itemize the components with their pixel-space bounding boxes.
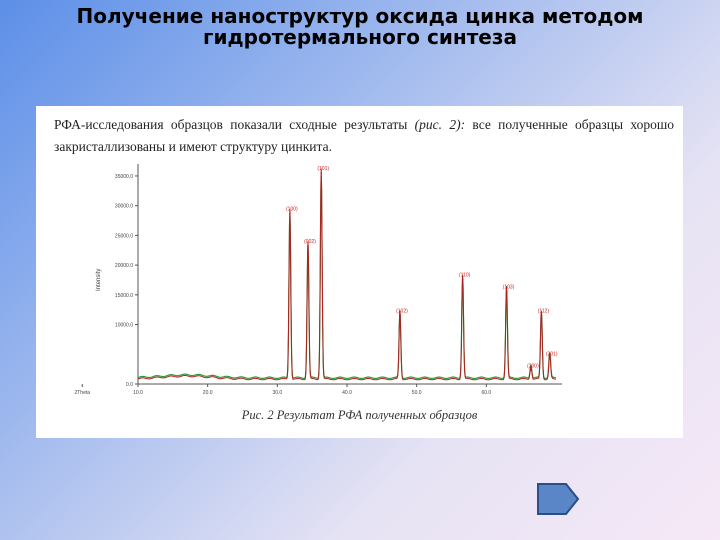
x-tick-label: 2Theta <box>74 390 90 396</box>
peak-point <box>461 278 464 281</box>
arrow-right-icon[interactable] <box>537 483 580 515</box>
peak-point <box>399 314 401 317</box>
peak-point <box>530 369 532 372</box>
slide-title: Получение наноструктур оксида цинка мето… <box>0 6 720 48</box>
peak-label: (100) <box>286 206 298 212</box>
x-tick-label: 40.0 <box>342 390 352 396</box>
peak-label: (103) <box>503 284 515 290</box>
x-tick-label: 20.0 <box>203 390 213 396</box>
figure-reference: (рис. 2): <box>414 117 466 132</box>
peak-point <box>289 212 291 215</box>
x-tick-label: 50.0 <box>412 390 422 396</box>
next-slide-button[interactable] <box>536 478 580 520</box>
figure-caption: Рис. 2 Результат РФА полученных образцов <box>241 408 478 422</box>
peak-point <box>320 172 323 174</box>
x-tick-label: 10.0 <box>133 390 143 396</box>
peak-point <box>548 357 551 360</box>
y-tick-label: 10000.0 <box>115 323 133 329</box>
paper-paragraph: РФА-исследования образцов показали сходн… <box>54 114 674 158</box>
peak-label: (201) <box>546 351 558 357</box>
y-tick-label: 35000.0 <box>115 174 133 180</box>
peak-point <box>505 290 508 293</box>
x-tick-label: 30.0 <box>272 390 282 396</box>
y-tick-label: 30000.0 <box>115 204 133 210</box>
slide-title-line-1: Получение наноструктур оксида цинка мето… <box>76 4 644 28</box>
y-tick-label: 15000.0 <box>115 293 133 299</box>
diffraction-pattern-red <box>137 168 557 381</box>
peak-label: (002) <box>304 239 316 245</box>
paragraph-text-start: РФА-исследования образцов показали сходн… <box>54 117 415 132</box>
diffraction-pattern-green <box>137 175 557 380</box>
y-tick-label: 0.0 <box>126 382 133 388</box>
x-tick-label: 60.0 <box>481 390 491 396</box>
peak-label: (110) <box>459 272 471 278</box>
y-tick-label: 20000.0 <box>115 263 133 269</box>
peak-label: (200) <box>527 363 539 369</box>
peak-label: (101) <box>317 166 329 172</box>
xrd-chart: Intensity 0.0 10000.0 15000.0 20000.0 25000.0… <box>74 164 562 396</box>
peak-label: (112) <box>538 309 550 315</box>
peak-point <box>307 245 309 247</box>
peak-label: (102) <box>396 309 408 315</box>
paper-figure-panel: РФА-исследования образцов показали сходн… <box>36 106 683 438</box>
slide-title-line-2: гидротермального синтеза <box>203 25 517 49</box>
paragraph-text-end: все полученные образцы хорошо закристалл… <box>54 117 674 154</box>
peak-point <box>540 314 543 317</box>
y-axis-label: Intensity <box>96 269 102 291</box>
y-tick-label: 25000.0 <box>115 233 133 239</box>
